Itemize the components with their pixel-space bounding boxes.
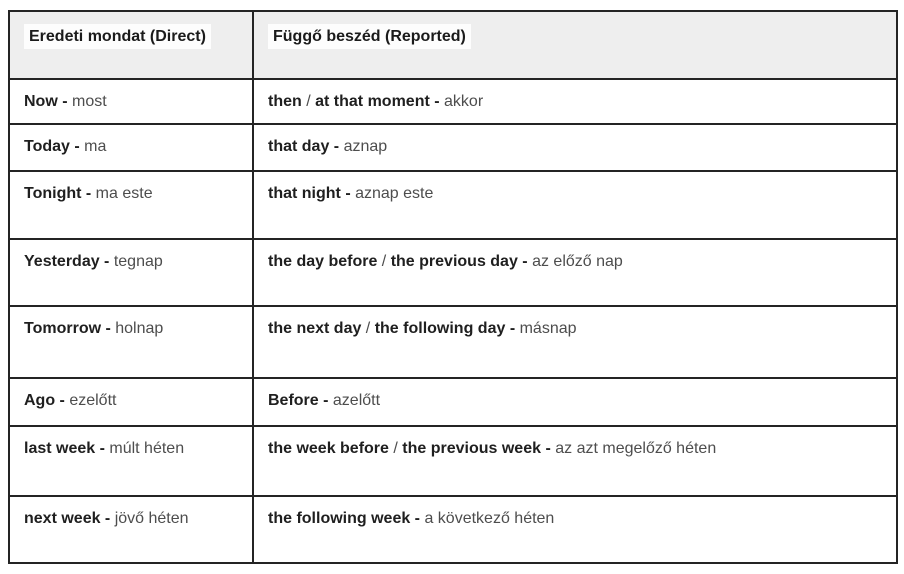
term-bold: then xyxy=(268,93,302,110)
column-header-reported-label: Függő beszéd (Reported) xyxy=(268,24,471,50)
term-regular: akkor xyxy=(439,93,484,110)
table-row: last week - múlt héten the week before /… xyxy=(8,425,898,497)
term-bold: at that moment - xyxy=(315,93,440,110)
term-regular: / xyxy=(301,93,316,110)
reported-cell: Before - azelőtt xyxy=(252,377,898,427)
table-row: Ago - ezelőtt Before - azelőtt xyxy=(8,377,898,427)
reported-cell: that night - aznap este xyxy=(252,170,898,240)
term-bold: the previous week - xyxy=(402,440,551,457)
table-row: Today - ma that day - aznap xyxy=(8,123,898,172)
direct-cell: Tonight - ma este xyxy=(8,170,254,240)
reported-cell: the week before / the previous week - az… xyxy=(252,425,898,497)
term-bold: the following week - xyxy=(268,510,421,527)
term-bold: next week - xyxy=(24,510,111,527)
term-regular: / xyxy=(388,440,403,457)
direct-cell: Tomorrow - holnap xyxy=(8,305,254,379)
term-bold: the week before xyxy=(268,440,389,457)
term-regular: az előző nap xyxy=(527,253,623,270)
term-regular: ezelőtt xyxy=(64,392,117,409)
table-row: Tomorrow - holnap the next day / the fol… xyxy=(8,305,898,379)
term-bold: the day before xyxy=(268,253,378,270)
term-regular: ma xyxy=(79,138,107,155)
table-row: Now - most then / at that moment - akkor xyxy=(8,78,898,125)
direct-cell: Ago - ezelőtt xyxy=(8,377,254,427)
direct-cell: last week - múlt héten xyxy=(8,425,254,497)
term-regular: jövő héten xyxy=(110,510,189,527)
term-regular: a következő héten xyxy=(420,510,555,527)
term-bold: Today - xyxy=(24,138,80,155)
term-bold: the following day - xyxy=(374,320,516,337)
table-row: Yesterday - tegnap the day before / the … xyxy=(8,238,898,307)
term-bold: Ago - xyxy=(24,392,65,409)
term-bold: Now - xyxy=(24,93,68,110)
column-header-direct: Eredeti mondat (Direct) xyxy=(8,10,254,80)
term-bold: last week - xyxy=(24,440,105,457)
term-regular: holnap xyxy=(110,320,164,337)
term-bold: Before - xyxy=(268,392,329,409)
direct-cell: Yesterday - tegnap xyxy=(8,238,254,307)
column-header-reported: Függő beszéd (Reported) xyxy=(252,10,898,80)
term-bold: Yesterday - xyxy=(24,253,110,270)
reported-cell: the day before / the previous day - az e… xyxy=(252,238,898,307)
table-header-row: Eredeti mondat (Direct) Függő beszéd (Re… xyxy=(8,10,898,80)
table-row: Tonight - ma este that night - aznap est… xyxy=(8,170,898,240)
direct-cell: Today - ma xyxy=(8,123,254,172)
direct-cell: next week - jövő héten xyxy=(8,495,254,564)
term-regular: aznap este xyxy=(350,185,434,202)
term-regular: azelőtt xyxy=(328,392,381,409)
reported-cell: the next day / the following day - másna… xyxy=(252,305,898,379)
term-regular: aznap xyxy=(339,138,388,155)
term-bold: the previous day - xyxy=(390,253,528,270)
term-regular: / xyxy=(361,320,375,337)
term-regular: / xyxy=(377,253,391,270)
reported-cell: that day - aznap xyxy=(252,123,898,172)
direct-cell: Now - most xyxy=(8,78,254,125)
table-body: Now - most then / at that moment - akkor… xyxy=(8,78,898,564)
reported-cell: the following week - a következő héten xyxy=(252,495,898,564)
term-bold: the next day xyxy=(268,320,362,337)
term-regular: az azt megelőző héten xyxy=(550,440,717,457)
reported-cell: then / at that moment - akkor xyxy=(252,78,898,125)
term-bold: that night - xyxy=(268,185,351,202)
term-regular: tegnap xyxy=(109,253,163,270)
term-bold: Tonight - xyxy=(24,185,92,202)
reported-speech-table: Eredeti mondat (Direct) Függő beszéd (Re… xyxy=(8,10,898,564)
term-regular: múlt héten xyxy=(104,440,185,457)
term-regular: ma este xyxy=(91,185,153,202)
term-regular: másnap xyxy=(515,320,577,337)
column-header-direct-label: Eredeti mondat (Direct) xyxy=(24,24,211,50)
term-regular: most xyxy=(67,93,107,110)
term-bold: Tomorrow - xyxy=(24,320,111,337)
term-bold: that day - xyxy=(268,138,340,155)
table-row: next week - jövő héten the following wee… xyxy=(8,495,898,564)
